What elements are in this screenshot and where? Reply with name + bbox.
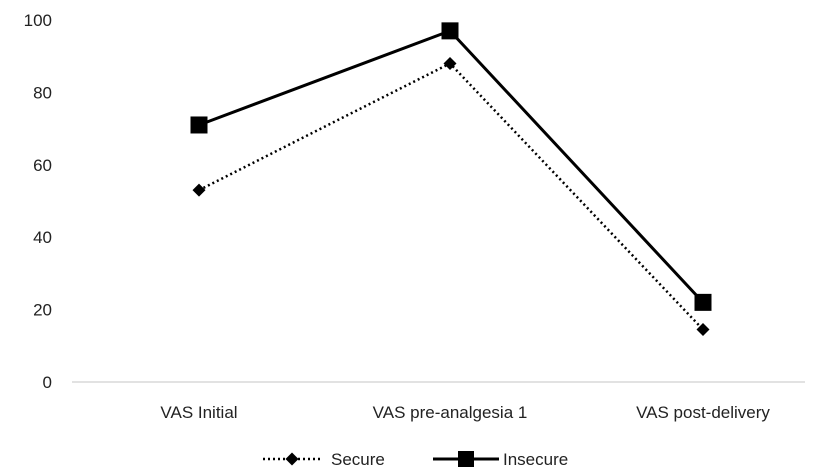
x-tick-label: VAS Initial [160,403,237,422]
y-axis-tick-labels: 0 20 40 60 80 100 [24,11,52,392]
x-axis-tick-labels: VAS Initial VAS pre-analgesia 1 VAS post-d… [160,403,770,422]
x-tick-label: VAS pre-analgesia 1 [373,403,528,422]
data-point-secure [696,323,710,337]
y-tick-label: 40 [33,228,52,247]
x-tick-label: VAS post-delivery [636,403,770,422]
legend: Secure Insecure [263,450,568,467]
y-tick-label: 60 [33,156,52,175]
legend-secure-label: Secure [331,450,385,467]
series-layer [190,22,712,337]
data-point-insecure [441,22,459,40]
y-tick-label: 80 [33,83,52,102]
data-point-secure [192,183,206,197]
data-point-secure [443,56,457,70]
legend-item-insecure: Insecure [433,450,568,467]
legend-insecure-label: Insecure [503,450,568,467]
y-tick-label: 0 [43,373,52,392]
legend-secure-diamond-marker [285,452,299,466]
legend-item-secure: Secure [263,450,385,467]
series-line-insecure [198,29,705,304]
legend-insecure-square-marker [458,451,474,467]
data-point-insecure [190,116,208,134]
y-tick-label: 20 [33,301,52,320]
data-point-insecure [694,293,712,311]
series-line-secure [198,62,704,331]
y-tick-label: 100 [24,11,52,30]
